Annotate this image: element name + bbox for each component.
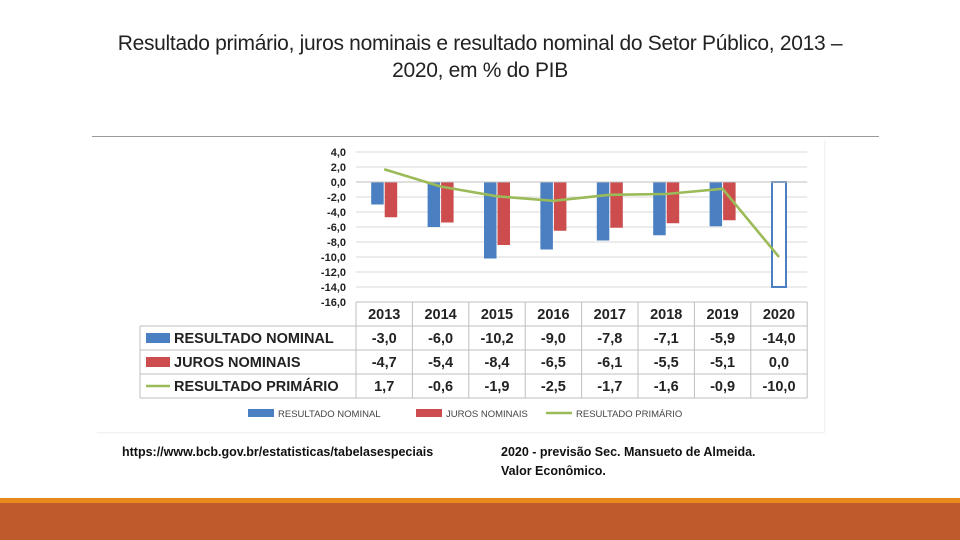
bar-juros-nominais-2017 xyxy=(610,182,623,228)
bar-juros-nominais-2018 xyxy=(666,182,680,224)
legend-key-0 xyxy=(248,409,274,417)
chart-svg: 4,0 2,0 0,0 -2,0 -4,0 -6,0 -8,0 -10,0 -12,0 -14,0… xyxy=(139,147,808,420)
legend-label-0: RESULTADO NOMINAL xyxy=(278,409,381,420)
bar-resultado-nominal-2018 xyxy=(653,182,666,236)
y-tick-label: -6,0 xyxy=(327,222,346,234)
y-tick-label: -10,0 xyxy=(321,252,346,264)
table-value: -3,0 xyxy=(372,331,397,347)
table-value: 0,0 xyxy=(769,355,789,371)
bar-resultado-nominal-2016 xyxy=(540,182,553,250)
table-value: -10,0 xyxy=(762,379,795,395)
y-tick-label: -14,0 xyxy=(321,282,346,294)
bar-resultado-nominal-2019 xyxy=(709,182,723,227)
table-series-label-1: JUROS NOMINAIS xyxy=(174,355,301,371)
table-value: -0,9 xyxy=(710,379,735,395)
legend-label-1: JUROS NOMINAIS xyxy=(446,409,528,420)
table-value: -7,1 xyxy=(654,331,679,347)
table-value: -10,2 xyxy=(480,331,513,347)
table-value: -14,0 xyxy=(762,331,795,347)
y-tick-label: 4,0 xyxy=(331,147,346,159)
table-value: -1,7 xyxy=(597,379,622,395)
table-legend-key-0 xyxy=(146,333,170,343)
table-year-2014: 2014 xyxy=(424,307,456,323)
legend-key-1 xyxy=(416,409,442,417)
table-value: -8,4 xyxy=(485,355,510,371)
footer-band xyxy=(0,503,960,540)
table-value: -1,9 xyxy=(485,379,510,395)
table-value: -1,6 xyxy=(654,379,679,395)
chart-container: 4,0 2,0 0,0 -2,0 -4,0 -6,0 -8,0 -10,0 -12,0 -14,0… xyxy=(96,140,824,432)
table-year-2017: 2017 xyxy=(594,307,626,323)
title-line-2: 2020, em % do PIB xyxy=(392,59,568,82)
y-tick-label: -16,0 xyxy=(321,297,346,309)
source-note: 2020 - previsão Sec. Mansueto de Almeida… xyxy=(501,443,756,481)
footer-accent-stripe xyxy=(0,498,960,503)
table-year-2015: 2015 xyxy=(481,307,513,323)
table-series-label-0: RESULTADO NOMINAL xyxy=(174,331,334,347)
bar-resultado-nominal-2014 xyxy=(427,182,441,227)
y-tick-label: -8,0 xyxy=(327,237,346,249)
table-value: -2,5 xyxy=(541,379,566,395)
bar-resultado-nominal-2015 xyxy=(484,182,497,259)
divider-line xyxy=(92,136,879,137)
bar-juros-nominais-2013 xyxy=(384,182,398,218)
table-value: -6,0 xyxy=(428,331,453,347)
line-resultado-primario xyxy=(383,168,781,258)
table-value: -5,5 xyxy=(654,355,679,371)
table-value: -5,1 xyxy=(710,355,735,371)
source-note-line-1: 2020 - previsão Sec. Mansueto de Almeida… xyxy=(501,445,756,459)
bar-resultado-nominal-2020 xyxy=(771,181,787,288)
y-tick-label: 2,0 xyxy=(331,162,346,174)
table-value: -6,5 xyxy=(541,355,566,371)
table-value: -5,4 xyxy=(428,355,453,371)
y-tick-label: 0,0 xyxy=(331,177,346,189)
slide-title: Resultado primário, juros nominais e res… xyxy=(60,30,900,84)
table-year-2016: 2016 xyxy=(537,307,569,323)
table-year-2020: 2020 xyxy=(763,307,795,323)
table-legend-key-1 xyxy=(146,357,170,367)
source-url: https://www.bcb.gov.br/estatisticas/tabe… xyxy=(122,445,434,459)
y-tick-label: -12,0 xyxy=(321,267,346,279)
table-year-2013: 2013 xyxy=(368,307,400,323)
legend-label-2: RESULTADO PRIMÁRIO xyxy=(576,409,682,420)
table-value: 1,7 xyxy=(374,379,394,395)
table-value: -0,6 xyxy=(428,379,453,395)
bar-juros-nominais-2015 xyxy=(497,182,510,245)
bar-resultado-nominal-2017 xyxy=(596,182,610,241)
table-series-label-2: RESULTADO PRIMÁRIO xyxy=(174,378,339,395)
source-note-line-2: Valor Econômico. xyxy=(501,464,606,478)
table-year-2018: 2018 xyxy=(650,307,682,323)
table-value: -4,7 xyxy=(372,355,397,371)
bar-juros-nominais-2016 xyxy=(553,182,567,231)
title-line-1: Resultado primário, juros nominais e res… xyxy=(117,32,843,55)
y-tick-label: -4,0 xyxy=(327,207,346,219)
table-value: -9,0 xyxy=(541,331,566,347)
bar-juros-nominais-2014 xyxy=(441,182,454,223)
table-value: -6,1 xyxy=(597,355,622,371)
bar-resultado-nominal-2013 xyxy=(371,182,384,205)
table-value: -7,8 xyxy=(597,331,622,347)
y-tick-label: -2,0 xyxy=(327,192,346,204)
table-value: -5,9 xyxy=(710,331,735,347)
table-year-2019: 2019 xyxy=(706,307,738,323)
